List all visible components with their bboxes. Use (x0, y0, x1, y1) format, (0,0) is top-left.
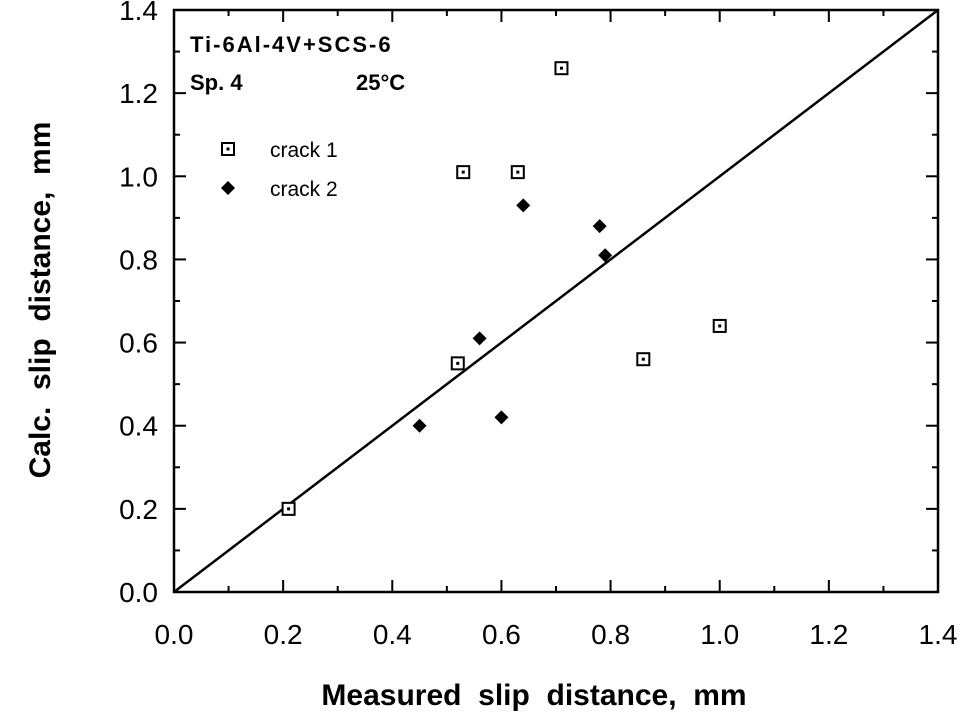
x-tick-label: 1.4 (919, 619, 958, 650)
annotation-temperature: 25°C (356, 70, 405, 95)
annotation-specimen: Sp. 4 (190, 70, 243, 95)
y-tick-label: 1.0 (119, 161, 158, 192)
crack-2-point (494, 410, 509, 425)
x-tick-label: 1.0 (700, 619, 739, 650)
y-tick-label: 0.8 (119, 244, 158, 275)
crack-1-point (281, 501, 296, 516)
reference-line (173, 9, 939, 593)
crack-1-point (636, 352, 651, 367)
x-tick-label: 0.4 (373, 619, 412, 650)
y-tick-label: 0.6 (119, 328, 158, 359)
x-axis-title: Measured slip distance, mm (321, 679, 746, 712)
y-tick-label: 1.4 (119, 0, 158, 26)
data-points (281, 61, 727, 516)
legend-label-crack-1: crack 1 (270, 139, 338, 162)
crack-1-point (456, 165, 471, 180)
legend: crack 1 crack 2 (221, 139, 338, 201)
x-tick-label: 0.6 (482, 619, 521, 650)
x-tick-labels: 0.0 0.2 0.4 0.6 0.8 1.0 1.2 1.4 (155, 619, 958, 650)
crack-1-point (554, 61, 569, 76)
axis-ticks (173, 9, 939, 593)
y-tick-label: 0.0 (119, 577, 158, 608)
y-axis-title: Calc. slip distance, mm (24, 122, 57, 479)
crack-1-point (510, 165, 525, 180)
x-tick-label: 0.8 (591, 619, 630, 650)
legend-marker-crack-1-dot (226, 147, 230, 151)
annotation-material: Ti-6Al-4V+SCS-6 (190, 32, 393, 57)
x-tick-label: 0.0 (155, 619, 194, 650)
crack-1-point (712, 318, 727, 333)
y-tick-label: 0.2 (119, 494, 158, 525)
crack-2-point (516, 198, 531, 213)
crack-2-point (412, 418, 427, 433)
x-tick-label: 0.2 (264, 619, 303, 650)
crack-2-point (598, 248, 613, 263)
legend-label-crack-2: crack 2 (270, 178, 338, 201)
y-tick-labels: 0.0 0.2 0.4 0.6 0.8 1.0 1.2 1.4 (119, 0, 158, 608)
crack-1-point (450, 356, 465, 371)
x-tick-label: 1.2 (809, 619, 848, 650)
legend-marker-crack-2 (221, 181, 235, 195)
y-tick-label: 1.2 (119, 78, 158, 109)
y-tick-label: 0.4 (119, 411, 158, 442)
crack-2-point (472, 331, 487, 346)
crack-2-point (592, 219, 607, 234)
